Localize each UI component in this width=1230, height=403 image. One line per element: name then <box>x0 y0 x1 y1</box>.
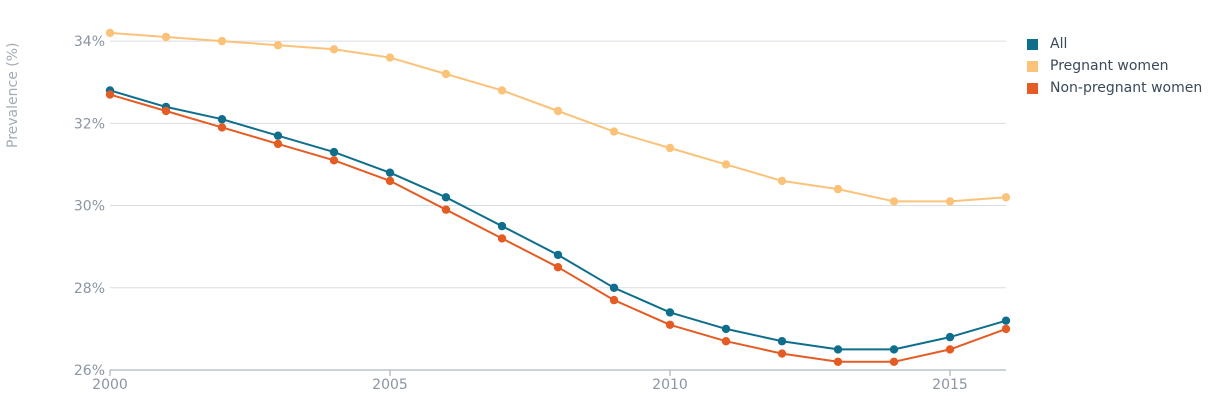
legend-item[interactable]: All <box>1027 33 1202 55</box>
data-point[interactable] <box>161 32 171 42</box>
series-line <box>109 93 1007 363</box>
data-point[interactable] <box>945 197 955 206</box>
data-point[interactable] <box>777 337 787 346</box>
legend: All Pregnant women Non-pregnant women <box>1027 33 1202 99</box>
series-all <box>105 86 1011 354</box>
data-point[interactable] <box>441 193 451 202</box>
data-point[interactable] <box>721 160 731 169</box>
data-point[interactable] <box>777 176 787 186</box>
series-pregnant-women <box>105 28 1011 206</box>
data-point[interactable] <box>497 86 507 95</box>
x-tick-label: 2015 <box>932 377 968 393</box>
data-point[interactable] <box>609 283 619 292</box>
data-point[interactable] <box>161 106 171 116</box>
y-tick-label: 30% <box>74 199 105 215</box>
data-point[interactable] <box>497 221 507 231</box>
legend-label: Pregnant women <box>1050 58 1169 74</box>
y-tick-label: 32% <box>74 116 105 132</box>
data-point[interactable] <box>385 176 395 186</box>
data-point[interactable] <box>833 357 843 366</box>
data-point[interactable] <box>329 147 339 157</box>
data-point[interactable] <box>1001 324 1011 334</box>
data-point[interactable] <box>105 28 115 38</box>
y-tick-label: 28% <box>74 281 105 297</box>
data-point[interactable] <box>609 127 619 136</box>
data-point[interactable] <box>553 106 563 116</box>
data-point[interactable] <box>665 143 675 153</box>
x-axis-ticks: 2000 2005 2010 2015 <box>92 370 968 393</box>
data-point[interactable] <box>273 131 283 140</box>
data-point[interactable] <box>441 69 451 79</box>
y-axis-ticks: 26% 28% 30% 32% 34% <box>74 34 105 379</box>
x-tick-label: 2010 <box>652 377 688 393</box>
data-point[interactable] <box>665 320 675 329</box>
data-point[interactable] <box>385 53 395 62</box>
data-point[interactable] <box>553 250 563 260</box>
x-tick-label: 2000 <box>92 377 128 393</box>
data-point[interactable] <box>945 332 955 342</box>
data-point[interactable] <box>777 349 787 358</box>
data-point[interactable] <box>217 36 227 46</box>
series-line <box>109 31 1007 203</box>
data-point[interactable] <box>329 45 339 54</box>
data-point[interactable] <box>1001 316 1011 325</box>
series-non-pregnant-women <box>105 90 1011 366</box>
y-axis-label: Prevalence (%) <box>5 43 21 149</box>
data-point[interactable] <box>105 90 115 99</box>
data-point[interactable] <box>889 345 899 354</box>
data-point[interactable] <box>217 115 227 124</box>
data-point[interactable] <box>721 324 731 334</box>
gridlines <box>110 40 1006 371</box>
data-point[interactable] <box>553 263 563 272</box>
data-point[interactable] <box>217 123 227 132</box>
legend-swatch <box>1027 82 1038 94</box>
data-point[interactable] <box>945 345 955 354</box>
data-point[interactable] <box>1001 193 1011 202</box>
data-point[interactable] <box>385 168 395 177</box>
data-point[interactable] <box>889 357 899 366</box>
data-point[interactable] <box>721 337 731 346</box>
data-point[interactable] <box>665 308 675 317</box>
data-point[interactable] <box>329 156 339 165</box>
data-point[interactable] <box>497 234 507 243</box>
data-point[interactable] <box>273 41 283 50</box>
data-point[interactable] <box>441 205 451 214</box>
series-line <box>109 89 1007 351</box>
legend-label: All <box>1050 36 1068 52</box>
legend-label: Non-pregnant women <box>1050 80 1203 96</box>
legend-swatch <box>1027 38 1038 50</box>
data-point[interactable] <box>833 345 843 354</box>
data-point[interactable] <box>609 295 619 305</box>
data-point[interactable] <box>833 184 843 194</box>
series-group <box>105 28 1011 366</box>
x-tick-label: 2005 <box>372 377 408 393</box>
legend-item[interactable]: Non-pregnant women <box>1027 77 1202 99</box>
legend-item[interactable]: Pregnant women <box>1027 55 1202 77</box>
y-tick-label: 34% <box>74 34 105 50</box>
legend-swatch <box>1027 60 1038 72</box>
y-tick-label: 26% <box>74 363 105 379</box>
data-point[interactable] <box>889 197 899 206</box>
data-point[interactable] <box>273 139 283 149</box>
